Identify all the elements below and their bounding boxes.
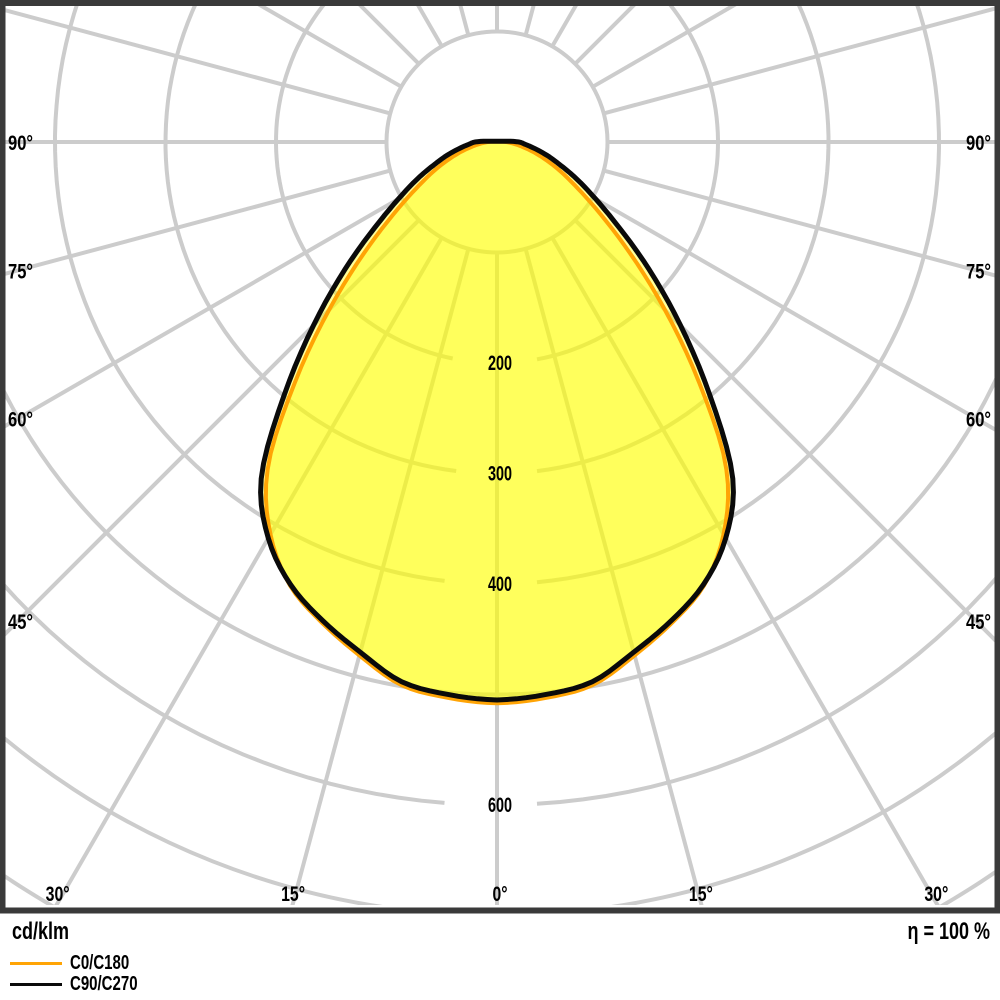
plot-border — [0, 0, 1000, 914]
angle-label-left-75: 75° — [8, 260, 33, 283]
angle-label-right-75: 75° — [966, 260, 991, 283]
grid-ray — [573, 218, 995, 643]
curve-fill-c0-c180 — [265, 141, 729, 704]
grid-ray — [523, 248, 704, 905]
radial-label-600: 600 — [488, 794, 512, 817]
legend-label: C90/C270 — [70, 972, 138, 995]
grid-ray — [5, 195, 403, 429]
grid-ray — [290, 248, 471, 905]
angle-label-bottom-0: 0° — [493, 883, 508, 906]
angle-label-right-45: 45° — [966, 611, 991, 634]
grid-ray — [5, 168, 391, 276]
grid-ray — [591, 195, 995, 432]
curve-fill-c90-c270 — [260, 141, 734, 700]
legend-item: C90/C270 — [10, 972, 160, 995]
polar-chart: 200 300 400 600 90° 90° 75° 75° 60° 60° 45° 45° 30° 1… — [0, 0, 1000, 914]
angle-label-right-90: 90° — [966, 132, 991, 155]
angle-label-left-90: 90° — [8, 132, 33, 155]
angle-label-bottom-15: 15° — [281, 883, 305, 906]
curve-line-c0-c180 — [263, 139, 731, 706]
radial-label-300: 300 — [488, 463, 512, 486]
grid-circle — [52, 6, 942, 585]
grid-ray — [603, 168, 995, 278]
legend-line-c90-c270 — [10, 982, 62, 986]
polar-grid — [5, 6, 995, 905]
angle-label-left-45: 45° — [8, 611, 33, 634]
grid-ray — [591, 6, 737, 89]
angle-label-bottom-30: 30° — [46, 883, 70, 906]
grid-circle — [273, 6, 721, 362]
grid-ray — [603, 6, 995, 116]
grid-ray — [5, 8, 391, 116]
grid-ray — [54, 236, 444, 905]
angle-label-left-60: 60° — [8, 409, 33, 432]
distribution-curves — [258, 138, 736, 706]
grid-ray — [5, 218, 421, 637]
grid-circle — [163, 6, 831, 474]
legend-label: C0/C180 — [70, 951, 130, 974]
grid-ray — [573, 6, 636, 66]
unit-label: cd/klm — [12, 918, 70, 945]
angle-label-bottom-15: 15° — [689, 883, 713, 906]
radial-label-400: 400 — [488, 573, 512, 596]
angle-label-bottom-30: 30° — [924, 883, 948, 906]
radial-label-200: 200 — [488, 352, 512, 375]
legend-item: C0/C180 — [10, 951, 149, 974]
grid-circle — [5, 377, 995, 697]
angle-label-right-60: 60° — [966, 409, 991, 432]
grid-circle — [384, 29, 610, 255]
efficiency-label: η = 100 % — [907, 918, 990, 945]
grid-labels: 200 300 400 600 90° 90° 75° 75° 60° 60° 45° 45° 30° 1… — [8, 132, 991, 906]
curve-line-c90-c270 — [258, 138, 736, 703]
grid-ray — [550, 236, 940, 905]
legend-line-c0-c180 — [10, 961, 62, 965]
